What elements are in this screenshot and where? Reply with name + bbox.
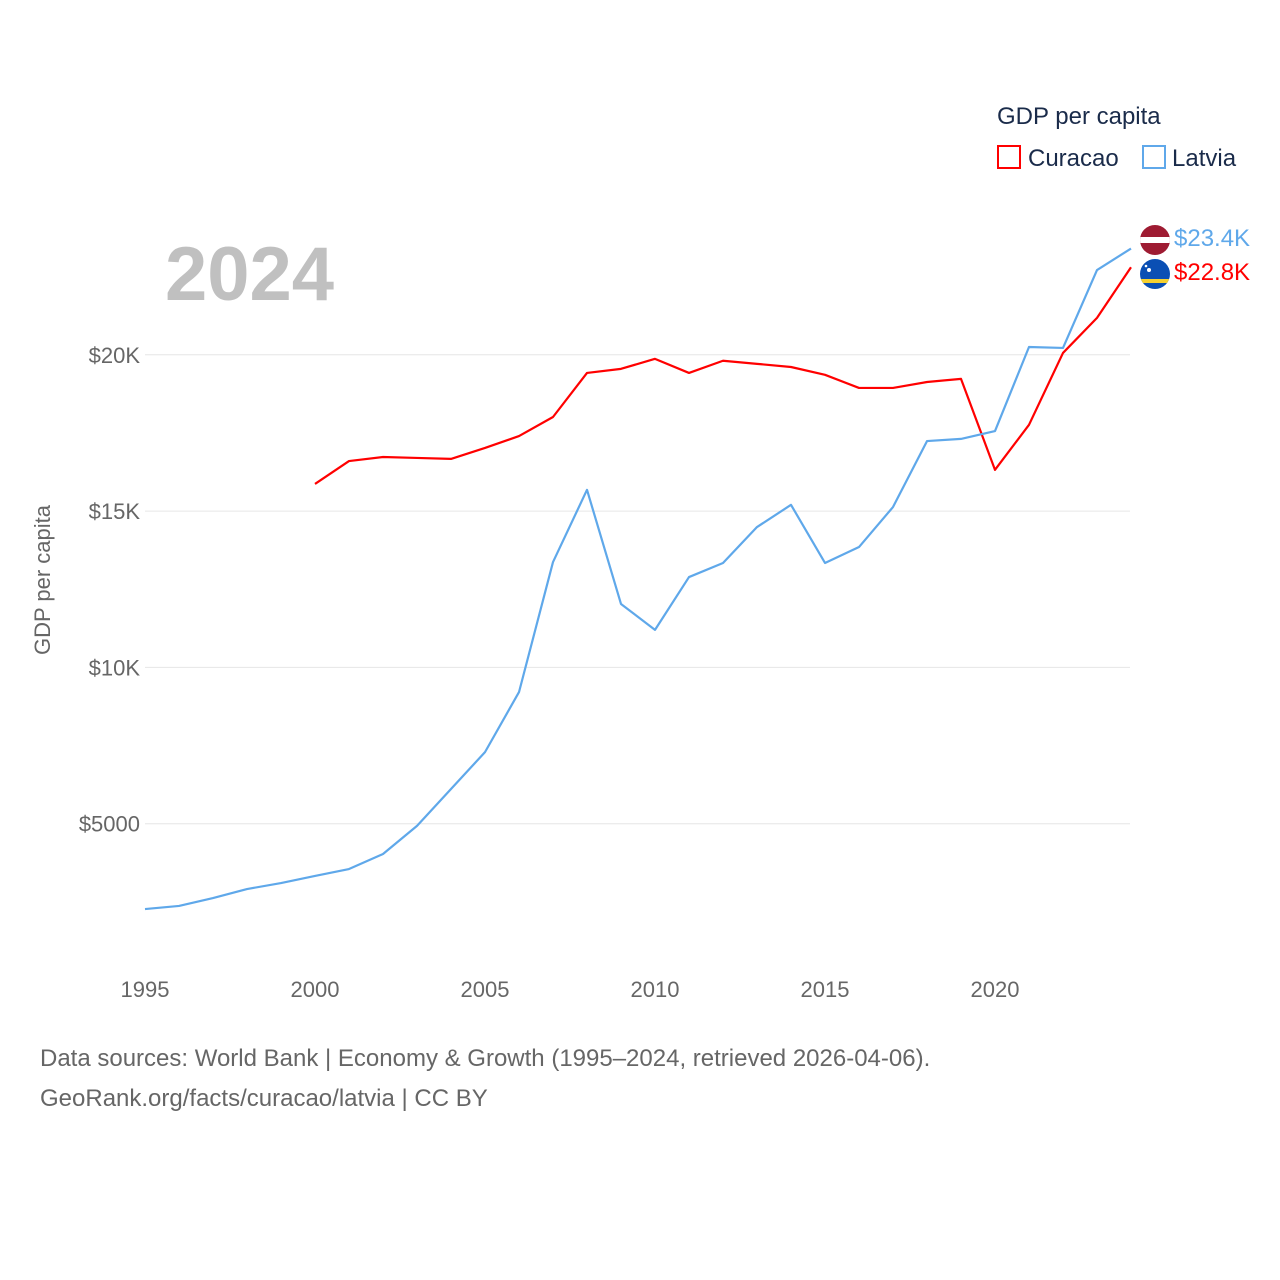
- footer-sources: Data sources: World Bank | Economy & Gro…: [40, 1045, 931, 1072]
- series-line-curacao: [314, 266, 1132, 485]
- legend-label-latvia: Latvia: [1172, 145, 1237, 172]
- year-label: 2024: [165, 232, 334, 317]
- series-line-latvia: [144, 247, 1132, 911]
- footer-link[interactable]: GeoRank.org/facts/curacao/latvia | CC BY: [40, 1085, 488, 1112]
- legend-swatch-latvia: [1142, 145, 1166, 169]
- legend-item-latvia[interactable]: Latvia: [1142, 145, 1237, 172]
- x-tick-label: 2005: [461, 977, 510, 1002]
- latvia-flag-icon: [1140, 225, 1170, 255]
- y-tick-label: $15K: [89, 499, 141, 524]
- curacao-end-label: $22.8K: [1174, 259, 1250, 286]
- y-tick-label: $5000: [79, 812, 140, 837]
- x-tick-label: 2000: [291, 977, 340, 1002]
- legend-label-curacao: Curacao: [1028, 145, 1119, 172]
- legend-swatch-curacao: [997, 145, 1021, 169]
- x-tick-label: 2010: [631, 977, 680, 1002]
- legend-title: GDP per capita: [997, 103, 1161, 130]
- latvia-end-label: $23.4K: [1174, 225, 1250, 252]
- y-tick-label: $20K: [89, 343, 141, 368]
- legend-item-curacao[interactable]: Curacao: [997, 145, 1119, 172]
- x-tick-label: 1995: [121, 977, 170, 1002]
- x-tick-label: 2020: [971, 977, 1020, 1002]
- y-tick-label: $10K: [89, 655, 141, 680]
- y-axis-label: GDP per capita: [30, 504, 55, 655]
- curacao-flag-icon: [1140, 259, 1170, 289]
- x-tick-label: 2015: [801, 977, 850, 1002]
